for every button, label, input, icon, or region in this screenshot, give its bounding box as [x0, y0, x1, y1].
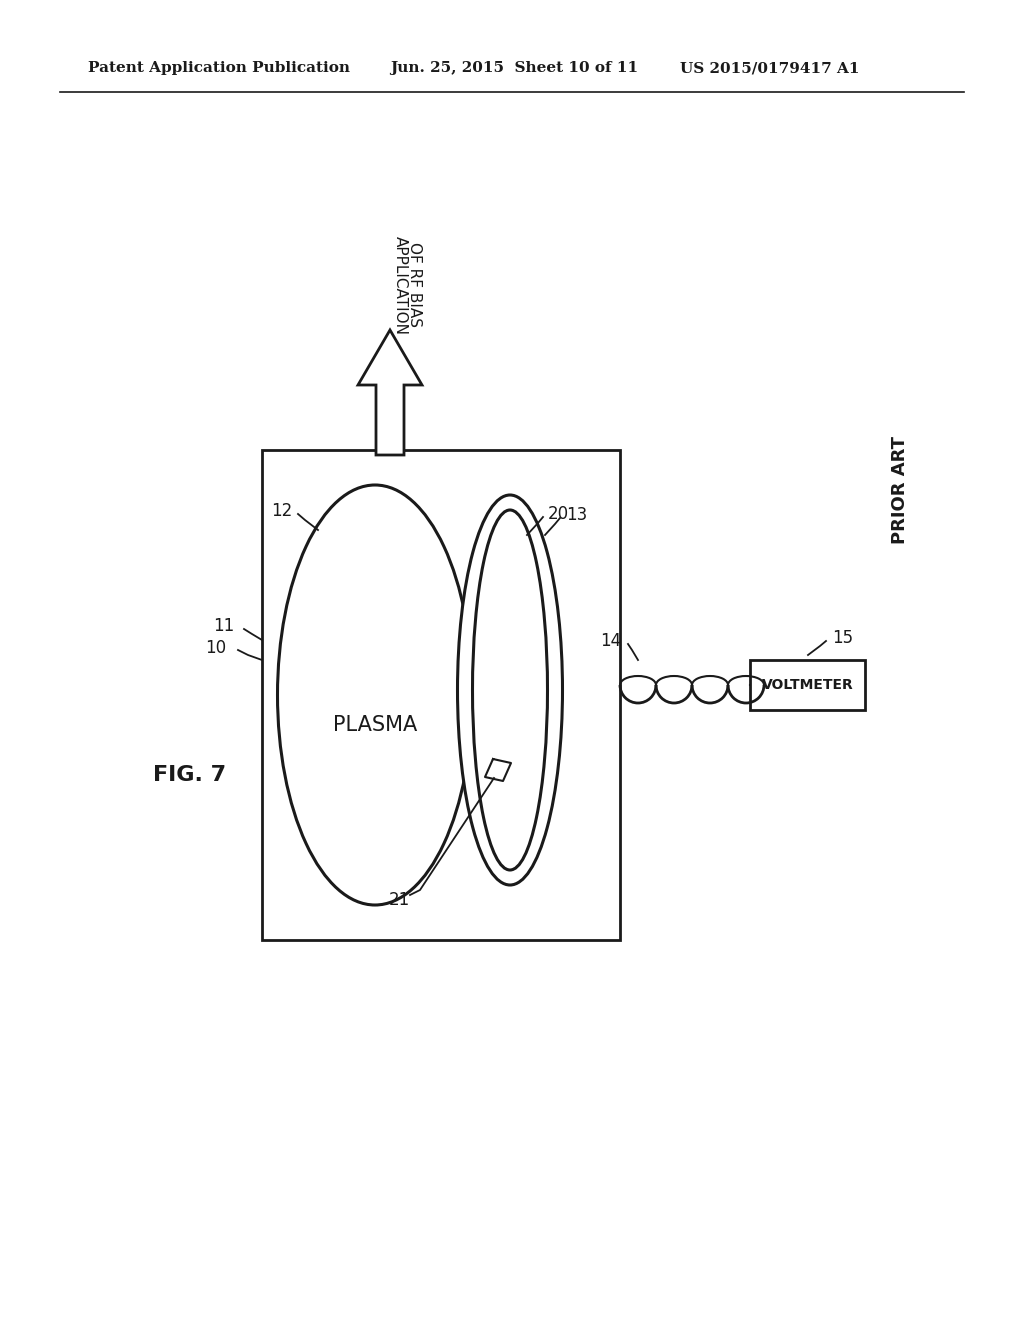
Text: 15: 15: [831, 630, 853, 647]
Text: 20: 20: [548, 506, 569, 523]
Text: 12: 12: [270, 502, 292, 520]
Text: US 2015/0179417 A1: US 2015/0179417 A1: [680, 61, 859, 75]
Text: APPLICATION: APPLICATION: [392, 235, 408, 334]
Text: 13: 13: [566, 506, 587, 524]
Bar: [750, 660, 865, 710]
Text: OF RF BIAS: OF RF BIAS: [408, 243, 423, 327]
Text: 11: 11: [213, 616, 234, 635]
Text: PLASMA: PLASMA: [333, 715, 417, 735]
Text: Patent Application Publication: Patent Application Publication: [88, 61, 350, 75]
Ellipse shape: [472, 510, 548, 870]
Ellipse shape: [278, 484, 472, 906]
Text: 21: 21: [389, 891, 410, 909]
Ellipse shape: [458, 495, 562, 884]
Text: Jun. 25, 2015  Sheet 10 of 11: Jun. 25, 2015 Sheet 10 of 11: [390, 61, 638, 75]
Bar: [262, 450, 620, 940]
Text: VOLTMETER: VOLTMETER: [762, 678, 853, 692]
Text: 10: 10: [205, 639, 226, 657]
Text: 14: 14: [600, 632, 621, 649]
Polygon shape: [358, 330, 422, 455]
Text: FIG. 7: FIG. 7: [154, 766, 226, 785]
Text: PRIOR ART: PRIOR ART: [891, 436, 909, 544]
